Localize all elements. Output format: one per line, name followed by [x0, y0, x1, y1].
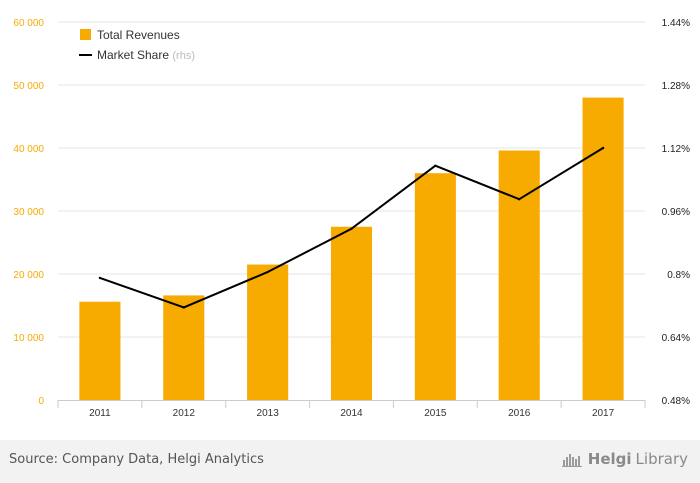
- combo-chart: 0 0.48% 10 000 0.64% 20 000 0.8% 30 000 0.96% 40…: [13, 18, 690, 419]
- bar-total-revenues: [582, 97, 624, 400]
- point-market-share: [266, 270, 269, 274]
- x-tick-label: 2011: [89, 408, 111, 419]
- bar-total-revenues: [247, 264, 289, 400]
- left-tick-label: 40 000: [13, 144, 44, 155]
- right-tick-label: 0.8%: [667, 270, 690, 281]
- bar-total-revenues: [330, 226, 373, 400]
- right-tick-label: 1.44%: [662, 18, 690, 29]
- left-tick-label: 50 000: [13, 81, 44, 92]
- legend-label-total-revenues: Total Revenues: [97, 28, 180, 42]
- source-note: Source: Company Data, Helgi Analytics: [9, 452, 264, 467]
- right-tick-label: 0.48%: [662, 396, 690, 407]
- brand-name-part2: Library: [635, 450, 688, 468]
- x-tick-label: 2014: [340, 408, 363, 419]
- x-tick-label: 2015: [424, 408, 447, 419]
- library-logo-icon: [561, 454, 582, 467]
- bar-total-revenues: [79, 301, 121, 400]
- x-tick-label: 2013: [257, 408, 280, 419]
- point-market-share: [518, 197, 521, 201]
- right-tick-label: 0.64%: [662, 333, 690, 344]
- legend-label-market-share: Market Share (rhs): [97, 48, 195, 62]
- point-market-share: [350, 227, 353, 230]
- footer: Source: Company Data, Helgi Analytics He…: [0, 440, 700, 483]
- right-tick-label: 1.28%: [662, 81, 690, 92]
- left-tick-label: 10 000: [13, 333, 44, 344]
- x-tick-label: 2016: [508, 408, 531, 419]
- x-tick-label: 2017: [592, 408, 615, 419]
- point-market-share: [434, 164, 437, 167]
- brand-name-part1: Helgi: [587, 450, 632, 468]
- x-tick-label: 2012: [173, 408, 196, 419]
- point-market-share: [182, 306, 185, 309]
- left-tick-label: 20 000: [13, 270, 44, 281]
- right-tick-label: 0.96%: [662, 207, 690, 218]
- left-tick-label: 0: [38, 396, 44, 407]
- bar-total-revenues: [498, 150, 540, 400]
- bar-total-revenues: [414, 173, 456, 400]
- brand-logo[interactable]: Helgi Library: [561, 450, 688, 468]
- right-tick-label: 1.12%: [662, 144, 690, 155]
- point-market-share: [601, 146, 605, 150]
- bar-total-revenues: [163, 295, 205, 400]
- left-tick-label: 30 000: [13, 207, 44, 218]
- legend-swatch-total-revenues: [80, 29, 91, 40]
- legend-rhs-suffix: (rhs): [172, 50, 195, 62]
- left-tick-label: 60 000: [13, 18, 44, 29]
- point-market-share: [98, 276, 102, 280]
